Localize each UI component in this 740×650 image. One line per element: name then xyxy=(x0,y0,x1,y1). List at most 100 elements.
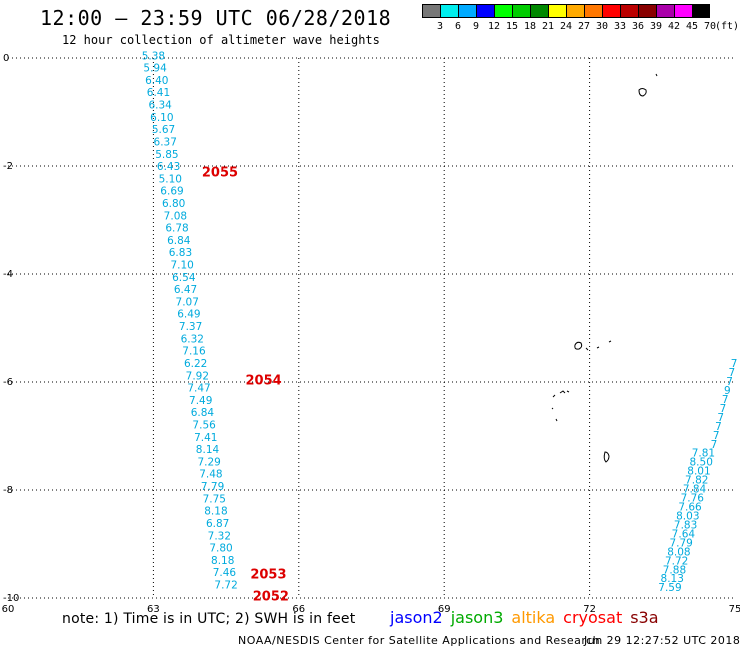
wave-height-value: 7.48 xyxy=(199,469,222,481)
legend-tick-label: 18 xyxy=(523,21,537,32)
wave-height-value: 7.72 xyxy=(665,555,688,567)
wave-height-value: 8.03 xyxy=(676,510,699,522)
wave-height-value: 5.85 xyxy=(155,149,178,161)
island-outline xyxy=(638,88,647,97)
wave-height-value: 8.01 xyxy=(687,466,710,478)
legend-tick-label: 3 xyxy=(436,21,444,32)
wave-height-value: 7.81 xyxy=(692,448,715,460)
island-outline xyxy=(603,451,610,463)
legend-swatch xyxy=(422,4,440,18)
legend-tick-label: 15 xyxy=(505,21,519,32)
island-outline xyxy=(596,346,600,349)
wave-height-value: 7.72 xyxy=(214,580,237,592)
wave-height-value: 7.32 xyxy=(208,530,231,542)
latitude-tick-label: 0 xyxy=(3,53,9,64)
wave-height-value: 5.67 xyxy=(152,124,175,136)
wave-height-value: 7 xyxy=(720,403,727,415)
island-outline xyxy=(555,418,558,422)
legend-swatch xyxy=(638,4,656,18)
satellite-legend-cryosat: cryosat xyxy=(563,608,623,627)
island-outline xyxy=(608,340,612,343)
wave-height-value: 7.49 xyxy=(189,395,212,407)
wave-height-value: 7.16 xyxy=(182,346,206,358)
island-outline xyxy=(655,73,658,77)
legend-swatch xyxy=(656,4,674,18)
wave-height-value: 6.47 xyxy=(174,284,197,296)
wave-height-value: 7.10 xyxy=(170,260,193,272)
color-scale-legend: 3 6 9 12 15 18 21 24 27 30 33 36 39 42 45 70 (ft) xyxy=(422,4,739,34)
credit-line: NOAA/NESDIS Center for Satellite Applica… xyxy=(238,634,601,647)
wave-height-value: 8.13 xyxy=(661,573,684,585)
wave-height-value: 7.29 xyxy=(197,456,220,468)
pass-time-labels: 2055 2054 2053 2052 xyxy=(202,165,289,604)
legend-tick-label: 36 xyxy=(631,21,645,32)
latitude-tick-label: -6 xyxy=(3,377,13,388)
wave-height-value: 7.59 xyxy=(658,582,681,594)
legend-tick-label: 12 xyxy=(487,21,501,32)
wave-height-value: 7.88 xyxy=(663,564,686,576)
generated-timestamp: Jun 29 12:27:52 UTC 2018 xyxy=(584,634,740,647)
wave-height-value: 8.50 xyxy=(690,457,713,469)
legend-tick-label: 42 xyxy=(667,21,681,32)
legend-swatch xyxy=(440,4,458,18)
satellite-legend-altika: altika xyxy=(511,608,556,627)
wave-height-value: 7.83 xyxy=(674,519,697,531)
wave-height-value: 6.87 xyxy=(206,518,229,530)
footer-note: note: 1) Time is in UTC; 2) SWH is in fe… xyxy=(62,611,356,627)
wave-height-value: 6.84 xyxy=(167,235,191,247)
island-outline xyxy=(552,394,556,398)
wave-height-value: 6.69 xyxy=(160,186,183,198)
wave-height-value: 7.82 xyxy=(685,475,708,487)
longitude-tick-label: 60 xyxy=(2,604,15,615)
legend-tick-label: 33 xyxy=(613,21,627,32)
wave-height-value: 6.37 xyxy=(154,136,177,148)
map-grid xyxy=(8,57,735,599)
wave-height-value: 7 xyxy=(722,394,729,406)
latitude-tick-label: -2 xyxy=(3,161,13,172)
legend-swatch xyxy=(476,4,494,18)
legend-swatches xyxy=(422,4,710,18)
legend-tick-label: 27 xyxy=(577,21,591,32)
pass-time-label: 2055 xyxy=(202,165,238,180)
wave-height-value: 7.46 xyxy=(213,567,237,579)
legend-tick-label: 6 xyxy=(454,21,462,32)
map-subtitle: 12 hour collection of altimeter wave hei… xyxy=(62,33,380,47)
wave-height-value: 7.66 xyxy=(678,502,702,514)
legend-swatch xyxy=(692,4,710,18)
wave-height-value: 7 xyxy=(731,358,738,370)
wave-height-value: 6.49 xyxy=(177,309,200,321)
wave-height-value: 7.92 xyxy=(186,370,209,382)
satellite-legend-jason3: jason3 xyxy=(450,608,504,627)
legend-swatch xyxy=(530,4,548,18)
legend-tick-label: 39 xyxy=(649,21,663,32)
latitude-tick-label: -10 xyxy=(3,593,19,604)
wave-height-value: 7 xyxy=(717,412,724,424)
wave-height-value: 7.79 xyxy=(669,537,692,549)
legend-swatch xyxy=(512,4,530,18)
legend-tick-label: 30 xyxy=(595,21,609,32)
wave-height-value: 7 xyxy=(715,421,722,433)
island-outlines xyxy=(551,73,658,463)
legend-swatch xyxy=(674,4,692,18)
wave-height-value: 6.40 xyxy=(145,75,168,87)
wave-height-value: 6.34 xyxy=(148,100,172,112)
wave-height-value: 5.94 xyxy=(143,63,167,75)
pass-time-label: 2053 xyxy=(250,568,286,583)
wave-height-value: 7.79 xyxy=(201,481,224,493)
satellite-legend: jason2 jason3 altika cryosat s3a xyxy=(390,608,667,627)
legend-swatch xyxy=(584,4,602,18)
wave-height-value: 6.32 xyxy=(181,333,204,345)
pass-time-label: 2052 xyxy=(253,589,289,604)
wave-height-value: 7 xyxy=(729,367,736,379)
wave-height-value: 6.10 xyxy=(150,112,173,124)
wave-height-value: 7.07 xyxy=(176,296,199,308)
wave-height-value: 5.38 xyxy=(142,50,165,62)
wave-height-value: 6.54 xyxy=(172,272,196,284)
map-title: 12:00 – 23:59 UTC 06/28/2018 xyxy=(40,6,392,30)
wave-height-value: 7 xyxy=(713,430,720,442)
wave-height-value: 6.80 xyxy=(162,198,185,210)
legend-tick-label: 9 xyxy=(472,21,480,32)
satellite-legend-jason2: jason2 xyxy=(390,608,443,627)
wave-height-value: 8.18 xyxy=(204,506,227,518)
